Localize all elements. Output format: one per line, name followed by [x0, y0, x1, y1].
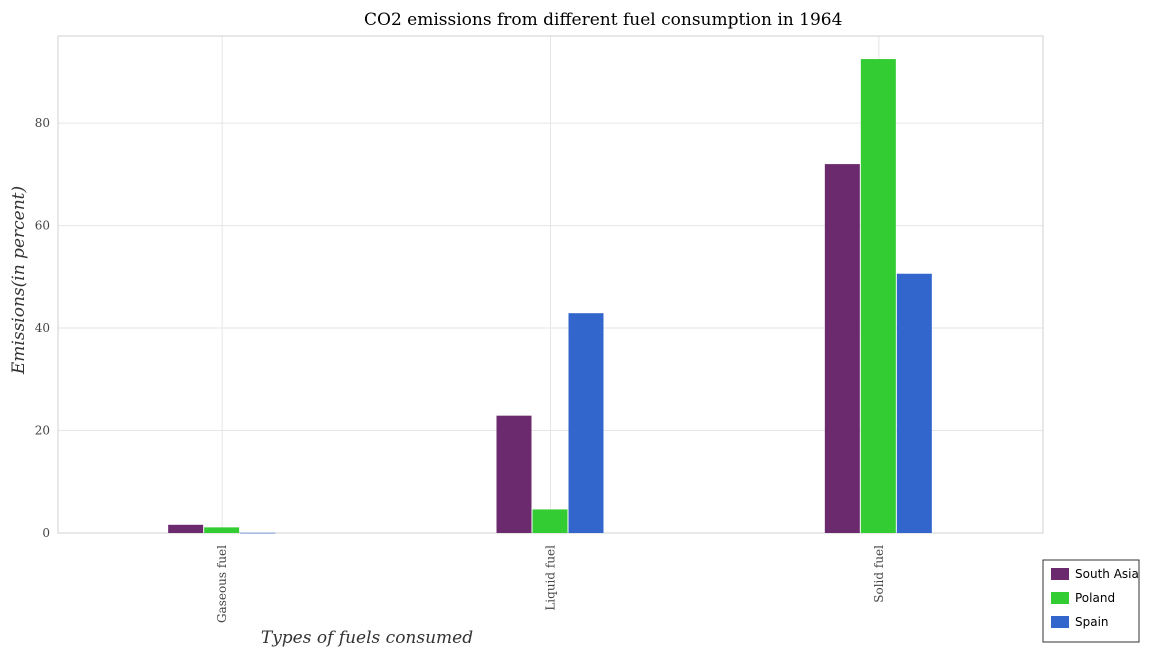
y-tick-label: 20: [35, 424, 50, 438]
bar-south-asia-liquid-fuel: [496, 415, 532, 533]
legend-swatch: [1051, 616, 1069, 628]
grid: [57, 35, 1044, 534]
bar-poland-liquid-fuel: [532, 509, 568, 533]
y-tick-labels: 0 20 40 60 80: [35, 116, 50, 540]
bar-spain-gaseous-fuel: [240, 532, 276, 534]
x-axis-title: Types of fuels consumed: [261, 628, 473, 648]
legend-swatch: [1051, 568, 1069, 580]
bar-spain-liquid-fuel: [568, 313, 604, 533]
legend-label: Poland: [1075, 591, 1115, 605]
x-tick-labels: Gaseous fuel Liquid fuel Solid fuel: [215, 545, 886, 623]
bar-poland-gaseous-fuel: [204, 527, 240, 533]
x-tick-label: Solid fuel: [872, 545, 886, 603]
legend: South Asia Poland Spain: [1042, 559, 1140, 643]
legend-label: Spain: [1075, 615, 1109, 629]
y-tick-label: 40: [35, 321, 50, 335]
bar-spain-solid-fuel: [896, 273, 932, 533]
y-tick-label: 0: [42, 526, 50, 540]
bar-south-asia-gaseous-fuel: [168, 524, 204, 533]
legend-swatch: [1051, 592, 1069, 604]
chart-title: CO2 emissions from different fuel consum…: [364, 10, 842, 30]
bar-poland-solid-fuel: [860, 59, 896, 533]
x-tick-label: Gaseous fuel: [215, 545, 229, 623]
y-tick-label: 80: [35, 116, 50, 130]
x-tick-label: Liquid fuel: [544, 545, 558, 611]
y-axis-title: Emissions(in percent): [9, 186, 29, 375]
bars: [168, 59, 932, 534]
legend-label: South Asia: [1075, 567, 1139, 581]
y-tick-label: 60: [35, 219, 50, 233]
bar-south-asia-solid-fuel: [824, 164, 860, 534]
